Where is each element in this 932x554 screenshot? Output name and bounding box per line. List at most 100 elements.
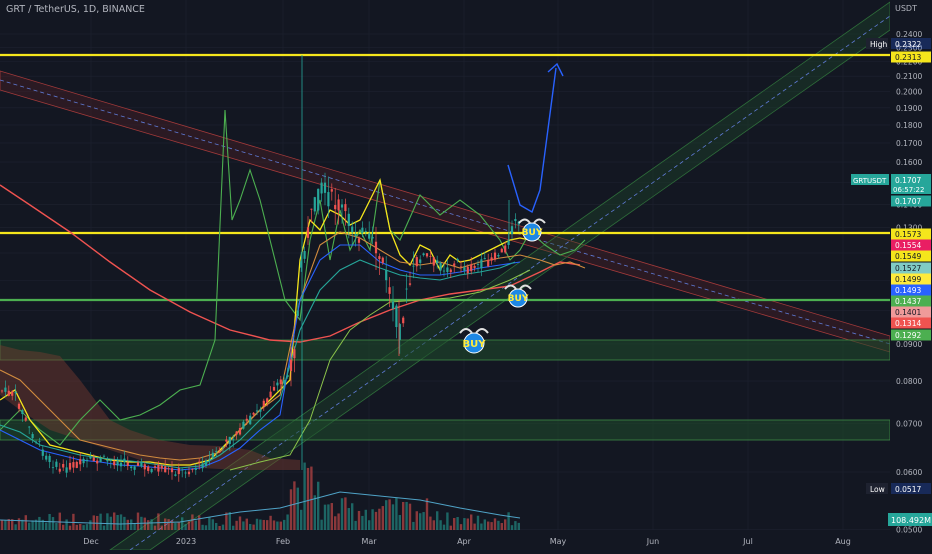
- price-tick-label: 0.1700: [896, 139, 922, 148]
- candle-body: [119, 462, 123, 467]
- bar-countdown: 06:57:22: [893, 186, 924, 194]
- volume-bar: [225, 512, 228, 530]
- volume-bar: [340, 498, 344, 530]
- candle-body: [510, 226, 514, 235]
- level-price-value: 0.1314: [895, 319, 921, 328]
- candle-body: [106, 459, 109, 462]
- volume-bar: [313, 495, 316, 530]
- volume-label-text: 108.492M: [891, 516, 931, 525]
- volume-bar: [262, 519, 265, 530]
- candle-body: [272, 387, 276, 391]
- candle-body: [31, 434, 34, 439]
- volume-bar: [228, 512, 231, 530]
- volume-bar: [381, 506, 384, 530]
- candle-body: [96, 460, 99, 464]
- volume-bar: [449, 525, 452, 530]
- candle-body: [232, 439, 235, 441]
- candle-body: [514, 219, 517, 222]
- volume-bar: [106, 513, 109, 530]
- level-price-value: 0.1527: [895, 264, 921, 273]
- time-tick-label: Apr: [457, 537, 472, 546]
- volume-bar: [487, 521, 490, 530]
- candle-body: [116, 460, 119, 466]
- price-tag-value: 0.2322: [895, 40, 921, 49]
- volume-bar: [102, 525, 106, 530]
- volume-bar: [483, 519, 486, 530]
- volume-bar: [517, 522, 520, 530]
- volume-bar: [330, 503, 333, 530]
- price-tick-label: 0.1300: [896, 224, 922, 233]
- volume-bar: [446, 512, 449, 530]
- volume-bar: [402, 502, 405, 530]
- candle-body: [7, 390, 10, 396]
- volume-bar: [510, 525, 514, 530]
- candle-body: [283, 380, 286, 384]
- candle-body: [21, 410, 24, 414]
- volume-bar: [398, 515, 401, 530]
- indicator-line-teal: [0, 259, 516, 469]
- candle-body: [504, 245, 507, 253]
- candle-body: [357, 238, 361, 243]
- volume-bar: [463, 518, 466, 530]
- candle-body: [140, 461, 143, 467]
- price-tick-label: 0.0900: [896, 340, 922, 349]
- candle-body: [378, 256, 381, 260]
- candle-body: [51, 467, 55, 469]
- candle-body: [235, 431, 238, 435]
- volume-bar: [153, 525, 157, 530]
- volume-bar: [119, 514, 123, 530]
- time-axis[interactable]: Dec 2023 Feb Mar Apr May Jun Jul Aug: [83, 537, 851, 546]
- buy-marker-2-label: BUY: [508, 294, 529, 304]
- price-tag-high: High 0.2322: [866, 38, 931, 49]
- volume-bar: [306, 467, 310, 530]
- volume-bar: [208, 517, 211, 530]
- candle-body: [11, 391, 14, 396]
- level-price-value: 0.1292: [895, 331, 921, 340]
- candle-body: [320, 182, 323, 194]
- candle-body: [286, 375, 289, 377]
- candle-body: [204, 460, 208, 467]
- volume-bar: [286, 514, 289, 530]
- time-tick-label: 2023: [176, 537, 196, 546]
- candle-body: [306, 227, 310, 238]
- candle-body: [391, 301, 395, 309]
- volume-bar: [45, 522, 48, 530]
- volume-bar: [221, 524, 225, 530]
- candle-body: [41, 449, 44, 456]
- volume-bar: [85, 524, 89, 530]
- volume-bar: [276, 521, 279, 530]
- candle-body: [289, 359, 293, 371]
- volume-bar: [41, 519, 44, 530]
- volume-bar: [334, 516, 337, 530]
- candle-body: [0, 390, 4, 392]
- candle-body: [48, 455, 51, 463]
- volume-bar: [28, 522, 31, 530]
- level-price-value: 0.1549: [895, 252, 921, 261]
- time-tick-label: Jun: [646, 537, 660, 546]
- price-tag-name: Low: [870, 485, 885, 494]
- candle-body: [517, 221, 520, 225]
- buy-marker-3: BUY: [518, 218, 546, 242]
- volume-bar: [385, 500, 388, 530]
- candle-body: [228, 436, 231, 444]
- candle-body: [4, 387, 7, 392]
- candle-body: [442, 270, 446, 272]
- volume-bar: [99, 513, 102, 530]
- volume-bar: [31, 520, 34, 530]
- candle-body: [340, 204, 344, 208]
- candle-body: [215, 451, 218, 453]
- candle-body: [323, 182, 327, 193]
- volume-bar: [293, 481, 296, 530]
- candle-body: [293, 349, 296, 359]
- volume-bar: [255, 518, 259, 530]
- volume-bar: [174, 523, 177, 530]
- candle-body: [85, 459, 89, 462]
- volume-bar: [473, 523, 476, 530]
- time-tick-label: Mar: [361, 537, 377, 546]
- volume-bar: [408, 503, 412, 530]
- candle-body: [92, 457, 95, 462]
- candle-body: [45, 455, 48, 460]
- indicator-line-lime: [229, 269, 531, 471]
